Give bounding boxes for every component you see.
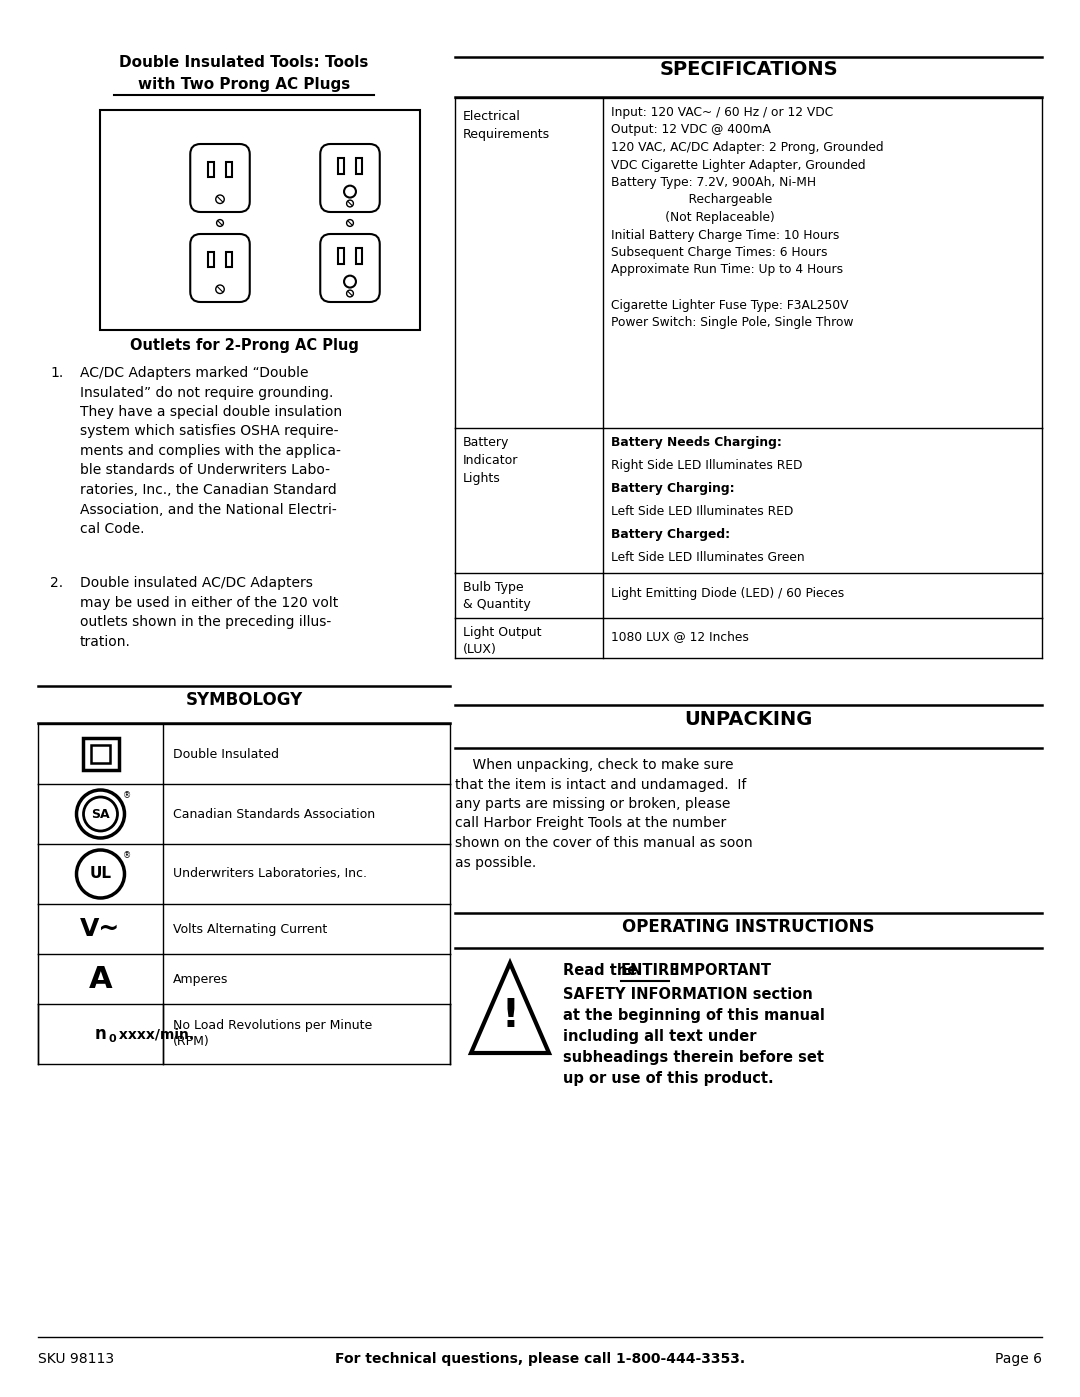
Bar xyxy=(356,249,362,264)
Text: Volts Alternating Current: Volts Alternating Current xyxy=(173,922,327,936)
Text: A: A xyxy=(89,964,112,993)
Text: Double insulated AC/DC Adapters
may be used in either of the 120 volt
outlets sh: Double insulated AC/DC Adapters may be u… xyxy=(80,576,338,648)
Text: Battery
Indicator
Lights: Battery Indicator Lights xyxy=(463,436,518,485)
Text: Read the: Read the xyxy=(563,963,643,978)
Bar xyxy=(356,158,362,173)
Text: Light Output
(LUX): Light Output (LUX) xyxy=(463,626,541,657)
Text: with Two Prong AC Plugs: with Two Prong AC Plugs xyxy=(138,77,350,92)
Text: !: ! xyxy=(501,997,518,1035)
Text: ENTIRE: ENTIRE xyxy=(621,963,680,978)
Bar xyxy=(338,249,345,264)
Text: When unpacking, check to make sure
that the item is intact and undamaged.  If
an: When unpacking, check to make sure that … xyxy=(455,759,753,869)
Bar xyxy=(226,251,232,267)
Text: Electrical
Requirements: Electrical Requirements xyxy=(463,110,550,141)
Bar xyxy=(226,162,232,177)
Text: No Load Revolutions per Minute
(RPM): No Load Revolutions per Minute (RPM) xyxy=(173,1020,373,1049)
Text: UNPACKING: UNPACKING xyxy=(685,710,812,729)
Text: Light Emitting Diode (LED) / 60 Pieces: Light Emitting Diode (LED) / 60 Pieces xyxy=(611,587,845,599)
Text: Underwriters Laboratories, Inc.: Underwriters Laboratories, Inc. xyxy=(173,868,367,880)
Text: 0: 0 xyxy=(108,1034,117,1044)
Text: ®: ® xyxy=(122,852,131,861)
Text: SKU 98113: SKU 98113 xyxy=(38,1352,114,1366)
Text: Outlets for 2-Prong AC Plug: Outlets for 2-Prong AC Plug xyxy=(130,338,359,353)
Text: ®: ® xyxy=(122,792,131,800)
Text: Canadian Standards Association: Canadian Standards Association xyxy=(173,807,375,820)
Text: Amperes: Amperes xyxy=(173,972,228,985)
Bar xyxy=(338,158,345,173)
Text: IMPORTANT: IMPORTANT xyxy=(669,963,771,978)
Text: Page 6: Page 6 xyxy=(995,1352,1042,1366)
Text: Right Side LED Illuminates RED: Right Side LED Illuminates RED xyxy=(611,460,802,472)
Text: n: n xyxy=(95,1025,106,1044)
Text: AC/DC Adapters marked “Double
Insulated” do not require grounding.
They have a s: AC/DC Adapters marked “Double Insulated”… xyxy=(80,366,342,536)
Text: Battery Charged:: Battery Charged: xyxy=(611,528,730,541)
Text: SPECIFICATIONS: SPECIFICATIONS xyxy=(659,60,838,80)
Text: Left Side LED Illuminates RED: Left Side LED Illuminates RED xyxy=(611,504,794,518)
Text: UL: UL xyxy=(90,866,111,882)
Text: SAFETY INFORMATION section
at the beginning of this manual
including all text un: SAFETY INFORMATION section at the beginn… xyxy=(563,988,825,1085)
Text: Bulb Type
& Quantity: Bulb Type & Quantity xyxy=(463,581,530,610)
Bar xyxy=(82,738,119,770)
Text: For technical questions, please call 1-800-444-3353.: For technical questions, please call 1-8… xyxy=(335,1352,745,1366)
Bar xyxy=(208,162,214,177)
Text: V~: V~ xyxy=(80,916,121,942)
Bar xyxy=(208,251,214,267)
Text: Double Insulated: Double Insulated xyxy=(173,747,279,760)
Text: 2.: 2. xyxy=(50,576,63,590)
Bar xyxy=(91,745,110,763)
Text: SA: SA xyxy=(91,807,110,820)
Bar xyxy=(100,110,420,330)
Text: 1080 LUX @ 12 Inches: 1080 LUX @ 12 Inches xyxy=(611,630,748,643)
Text: Battery Charging:: Battery Charging: xyxy=(611,482,734,495)
Text: Input: 120 VAC~ / 60 Hz / or 12 VDC
Output: 12 VDC @ 400mA
120 VAC, AC/DC Adapte: Input: 120 VAC~ / 60 Hz / or 12 VDC Outp… xyxy=(611,106,883,330)
Text: 1.: 1. xyxy=(50,366,64,380)
Text: Double Insulated Tools: Tools: Double Insulated Tools: Tools xyxy=(119,54,368,70)
Text: Left Side LED Illuminates Green: Left Side LED Illuminates Green xyxy=(611,550,805,564)
Text: xxxx/min.: xxxx/min. xyxy=(114,1027,194,1041)
Text: OPERATING INSTRUCTIONS: OPERATING INSTRUCTIONS xyxy=(622,918,875,936)
Text: Battery Needs Charging:: Battery Needs Charging: xyxy=(611,436,782,448)
Text: SYMBOLOGY: SYMBOLOGY xyxy=(186,692,302,710)
